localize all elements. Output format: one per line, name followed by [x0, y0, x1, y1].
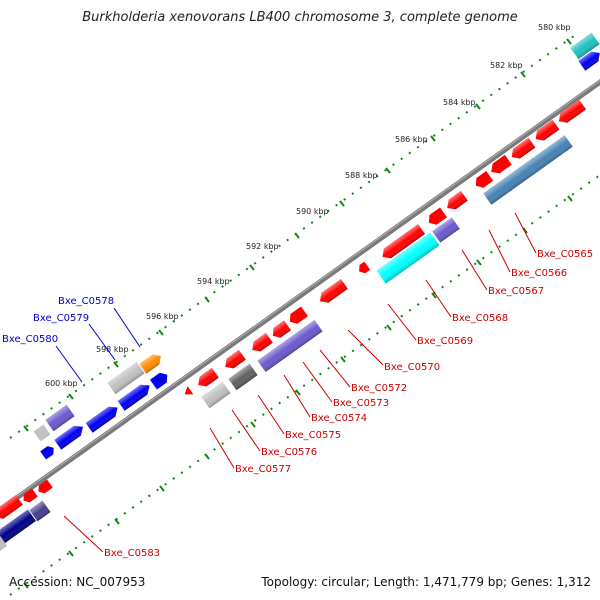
feature-red-567[interactable]: [488, 154, 512, 177]
scale-track-inner: [9, 174, 600, 596]
feature-red-568b[interactable]: [425, 207, 447, 227]
kbp-labels: 580 kbp 582 kbp 584 kbp 586 kbp 588 kbp …: [45, 23, 571, 388]
gene-label-bxe-c0580[interactable]: Bxe_C0580: [2, 334, 58, 345]
forward-leaders: [55, 307, 141, 383]
feature-silver-584[interactable]: [0, 536, 8, 554]
feature-red-569[interactable]: [379, 224, 426, 262]
feature-orange-598[interactable]: [139, 351, 164, 374]
feature-silver-598[interactable]: [107, 361, 145, 395]
feature-red-577-arrow[interactable]: [182, 386, 194, 398]
feature-red-573[interactable]: [249, 332, 273, 355]
gene-label-bxe-c0566[interactable]: Bxe_C0566: [511, 268, 567, 279]
feature-red-565a[interactable]: [555, 99, 587, 127]
feature-blue-601[interactable]: [40, 444, 56, 460]
inner-major-ticks: [23, 195, 573, 589]
feature-blue-600[interactable]: [54, 422, 86, 450]
gene-label-bxe-c0572[interactable]: Bxe_C0572: [351, 383, 407, 394]
feature-red-572b[interactable]: [269, 320, 291, 340]
feature-steel-565[interactable]: [483, 135, 573, 205]
feature-red-583[interactable]: [0, 494, 23, 522]
forward-feature-set: [33, 32, 600, 460]
feature-slate-567[interactable]: [432, 217, 460, 243]
accession-text: Accession: NC_007953: [9, 575, 146, 589]
forward-labels: Bxe_C0578 Bxe_C0579 Bxe_C0580: [2, 296, 114, 345]
tick-label-586: 586 kbp: [395, 135, 428, 144]
tick-label-582: 582 kbp: [490, 61, 523, 70]
feature-cyan-568[interactable]: [376, 232, 440, 284]
feature-red-582a[interactable]: [36, 479, 53, 495]
tick-label-592: 592 kbp: [246, 242, 279, 251]
feature-red-568a[interactable]: [444, 190, 468, 213]
feature-gray-575[interactable]: [228, 363, 258, 391]
tick-label-584: 584 kbp: [443, 98, 476, 107]
gene-label-bxe-c0577[interactable]: Bxe_C0577: [235, 464, 291, 475]
gene-label-bxe-c0569[interactable]: Bxe_C0569: [417, 336, 473, 347]
gene-label-bxe-c0578[interactable]: Bxe_C0578: [58, 296, 114, 307]
feature-blue-580[interactable]: [578, 48, 600, 71]
feature-blue-598a[interactable]: [150, 370, 171, 390]
gene-label-bxe-c0573[interactable]: Bxe_C0573: [333, 398, 389, 409]
tick-label-600: 600 kbp: [45, 379, 78, 388]
feature-red-582b[interactable]: [21, 488, 38, 504]
feature-red-569b[interactable]: [356, 261, 371, 276]
feature-slate-572[interactable]: [257, 319, 323, 373]
reverse-labels: Bxe_C0565 Bxe_C0566 Bxe_C0567 Bxe_C0568 …: [104, 249, 593, 559]
feature-blue-598b[interactable]: [117, 381, 153, 411]
gene-label-bxe-c0583[interactable]: Bxe_C0583: [104, 548, 160, 559]
backbone-line: [0, 79, 600, 513]
reverse-leaders: [63, 212, 537, 553]
tick-label-596: 596 kbp: [146, 312, 179, 321]
feature-red-572a[interactable]: [286, 306, 308, 326]
gene-label-bxe-c0567[interactable]: Bxe_C0567: [488, 286, 544, 297]
gene-label-bxe-c0575[interactable]: Bxe_C0575: [285, 430, 341, 441]
gene-label-bxe-c0574[interactable]: Bxe_C0574: [311, 413, 367, 424]
feature-silver-576[interactable]: [201, 381, 231, 409]
feature-slate-583[interactable]: [29, 500, 51, 522]
tick-label-580: 580 kbp: [538, 23, 571, 32]
genome-summary-text: Topology: circular; Length: 1,471,779 bp…: [261, 575, 591, 589]
outer-major-ticks: [23, 38, 572, 432]
tick-label-588: 588 kbp: [345, 171, 378, 180]
feature-silver-600[interactable]: [33, 424, 51, 442]
backbone-highlight: [0, 80, 600, 509]
gene-label-bxe-c0576[interactable]: Bxe_C0576: [261, 447, 317, 458]
feature-red-570[interactable]: [316, 278, 348, 306]
gene-label-bxe-c0579[interactable]: Bxe_C0579: [33, 313, 89, 324]
feature-red-574[interactable]: [222, 349, 246, 372]
gene-label-bxe-c0570[interactable]: Bxe_C0570: [384, 362, 440, 373]
tick-label-590: 590 kbp: [296, 207, 329, 216]
feature-red-575[interactable]: [195, 367, 219, 390]
feature-cyan-580[interactable]: [570, 32, 600, 60]
gene-label-bxe-c0565[interactable]: Bxe_C0565: [537, 249, 593, 260]
feature-blue-599[interactable]: [85, 403, 121, 433]
feature-red-565b[interactable]: [532, 119, 560, 144]
reverse-feature-set: [0, 99, 587, 554]
feature-navy-583[interactable]: [0, 509, 36, 547]
tick-label-598: 598 kbp: [96, 345, 129, 354]
tick-label-594: 594 kbp: [197, 277, 230, 286]
map-title: Burkholderia xenovorans LB400 chromosome…: [82, 10, 518, 25]
scale-track-outer: [9, 32, 579, 439]
feature-red-566[interactable]: [508, 137, 536, 162]
gene-label-bxe-c0568[interactable]: Bxe_C0568: [452, 313, 508, 324]
feature-red-567b[interactable]: [472, 171, 494, 191]
feature-slate-600[interactable]: [45, 404, 75, 432]
